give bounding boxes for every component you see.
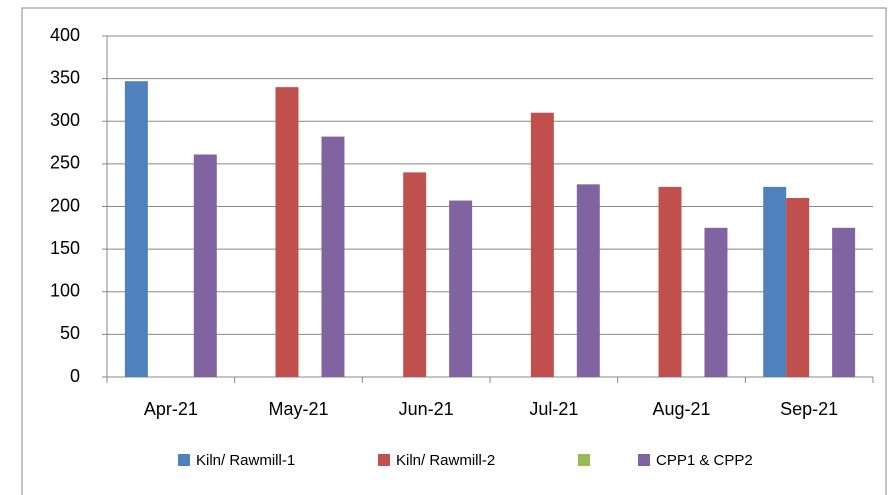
y-tick-label: 400 — [50, 25, 80, 45]
x-tick-label: Apr-21 — [144, 399, 198, 419]
legend-swatch — [578, 454, 590, 466]
y-tick-label: 150 — [50, 238, 80, 258]
x-tick-label: Aug-21 — [652, 399, 710, 419]
x-tick-label: Jun-21 — [399, 399, 454, 419]
legend-swatch — [178, 454, 190, 466]
y-tick-label: 250 — [50, 153, 80, 173]
legend-label: Kiln/ Rawmill-1 — [196, 452, 295, 469]
y-tick-label: 200 — [50, 195, 80, 215]
y-tick-label: 100 — [50, 281, 80, 301]
bar — [193, 154, 217, 377]
bar — [576, 184, 600, 377]
bar — [704, 227, 728, 377]
legend-swatch — [378, 454, 390, 466]
bar — [449, 200, 473, 377]
bar — [832, 227, 856, 377]
y-tick-label: 350 — [50, 67, 80, 87]
bar — [124, 81, 148, 378]
bar — [658, 186, 682, 377]
bar — [321, 136, 345, 377]
x-tick-label: Sep-21 — [780, 399, 838, 419]
legend-label: Kiln/ Rawmill-2 — [396, 452, 495, 469]
bar — [530, 112, 554, 377]
bar — [403, 172, 427, 377]
legend-label: CPP1 & CPP2 — [656, 452, 753, 469]
y-tick-label: 0 — [70, 366, 80, 386]
y-tick-label: 50 — [60, 323, 80, 343]
bar — [786, 197, 810, 377]
bar — [763, 186, 787, 377]
x-tick-label: Jul-21 — [529, 399, 578, 419]
x-tick-label: May-21 — [268, 399, 328, 419]
y-tick-label: 300 — [50, 110, 80, 130]
bar — [275, 87, 299, 378]
legend-swatch — [638, 454, 650, 466]
